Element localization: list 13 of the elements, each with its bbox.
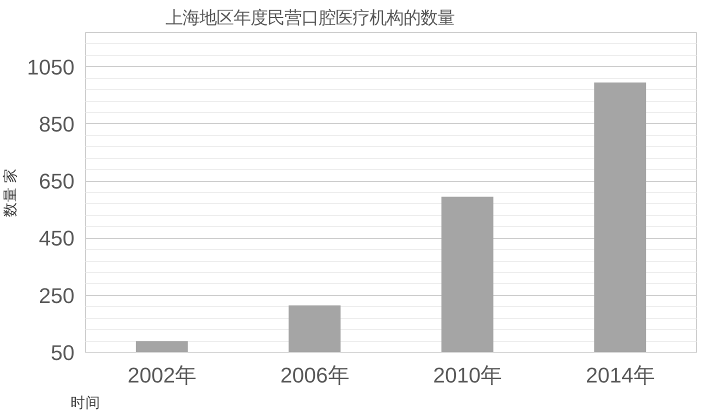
chart-title: 上海地区年度民营口腔医疗机构的数量: [166, 8, 454, 28]
x-tick-label: 2010年: [433, 364, 502, 388]
x-tick-label: 2002年: [128, 364, 196, 388]
y-tick-label: 850: [38, 112, 75, 136]
x-tick-label: 2006年: [280, 364, 349, 388]
y-tick-label: 50: [50, 341, 75, 365]
x-axis-title: 时间: [70, 394, 100, 412]
y-tick-label: 450: [38, 226, 75, 251]
y-tick-label: 650: [38, 170, 75, 194]
y-tick-label: 1050: [27, 55, 75, 80]
x-tick-label: 2014年: [586, 364, 654, 388]
y-tick-label: 250: [38, 284, 75, 308]
y-axis-title: 数量 家: [2, 168, 20, 218]
